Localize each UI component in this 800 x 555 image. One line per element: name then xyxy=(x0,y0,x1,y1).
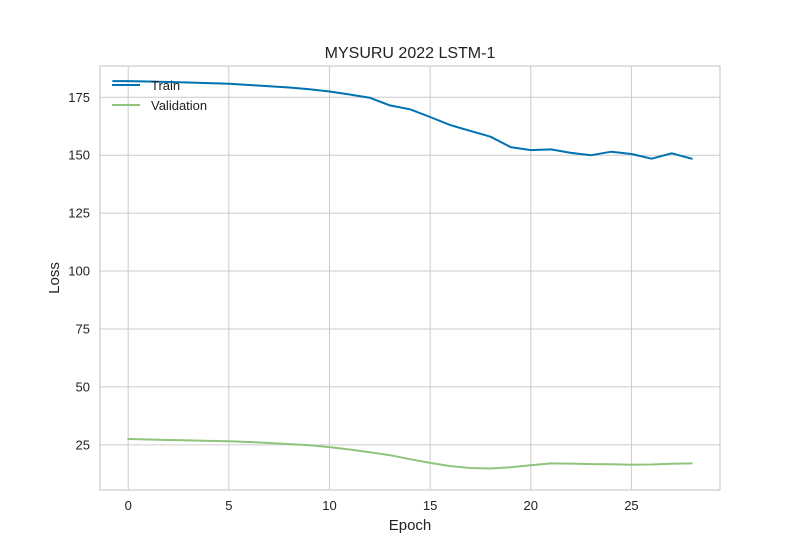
y-tick-label: 50 xyxy=(76,379,90,394)
y-tick-label: 175 xyxy=(68,90,90,105)
x-tick-label: 5 xyxy=(225,498,232,513)
legend-train-label: Train xyxy=(151,78,180,93)
legend: Train Validation xyxy=(112,78,207,113)
gridlines xyxy=(100,66,720,490)
x-tick-label: 20 xyxy=(524,498,538,513)
y-tick-label: 150 xyxy=(68,148,90,163)
y-tick-label: 25 xyxy=(76,437,90,452)
plot-frame xyxy=(99,65,721,491)
x-axis-label: Epoch xyxy=(389,517,432,534)
x-tick-label: 15 xyxy=(423,498,437,513)
series-line-validation xyxy=(127,438,693,470)
chart-title: MYSURU 2022 LSTM-1 xyxy=(325,45,496,62)
series-line-train xyxy=(112,80,693,160)
y-tick-label: 75 xyxy=(76,321,90,336)
x-tick-label: 0 xyxy=(125,498,132,513)
x-tick-label: 10 xyxy=(322,498,336,513)
plot-area xyxy=(100,66,720,490)
y-axis-label: Loss xyxy=(46,262,63,294)
y-tick-label: 100 xyxy=(68,264,90,279)
legend-validation-label: Validation xyxy=(151,98,207,113)
x-tick-label: 25 xyxy=(624,498,638,513)
y-tick-label: 125 xyxy=(68,206,90,221)
series-lines xyxy=(112,80,693,470)
tick-labels: 0 5 10 15 20 25 25 50 75 100 125 150 175 xyxy=(68,90,638,513)
